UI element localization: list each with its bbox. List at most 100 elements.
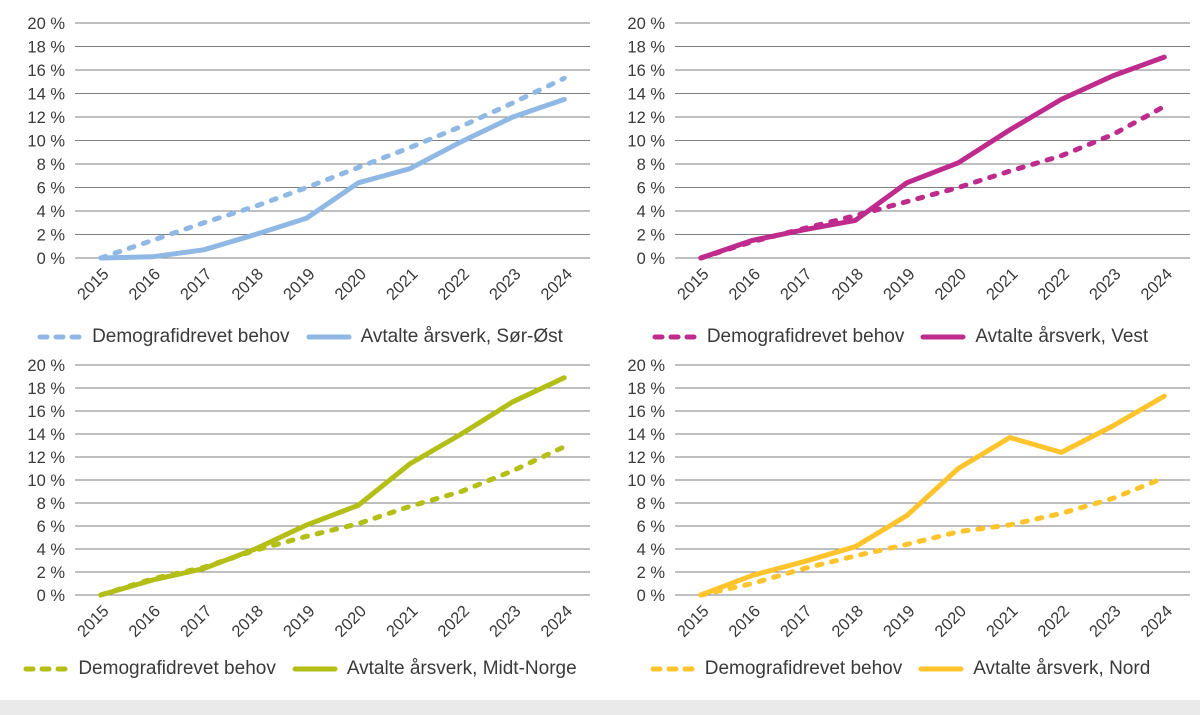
svg-text:14 %: 14 % (27, 86, 65, 104)
svg-text:20 %: 20 % (627, 15, 665, 33)
svg-text:2015: 2015 (74, 602, 113, 641)
svg-text:2019: 2019 (280, 265, 319, 304)
legend-label: Demografidrevet behov (78, 658, 276, 679)
svg-text:16 %: 16 % (27, 403, 65, 421)
svg-text:2020: 2020 (331, 602, 370, 641)
svg-text:0 %: 0 % (37, 250, 66, 268)
svg-text:2021: 2021 (983, 602, 1022, 641)
svg-text:2017: 2017 (777, 602, 816, 641)
legend-label: Avtalte årsverk, Vest (975, 326, 1149, 347)
svg-text:2018: 2018 (828, 265, 867, 304)
svg-text:4 %: 4 % (37, 203, 66, 221)
dashed-line-marker (652, 334, 698, 340)
svg-text:4 %: 4 % (37, 541, 66, 559)
svg-text:2015: 2015 (674, 265, 713, 304)
svg-text:2016: 2016 (725, 265, 764, 304)
svg-text:18 %: 18 % (27, 39, 65, 57)
legend-label: Avtalte årsverk, Midt-Norge (346, 658, 577, 679)
svg-text:2019: 2019 (280, 602, 319, 641)
svg-text:10 %: 10 % (27, 472, 65, 490)
svg-text:2023: 2023 (1086, 265, 1125, 304)
svg-text:2022: 2022 (434, 602, 473, 641)
svg-text:2 %: 2 % (637, 564, 666, 582)
svg-text:20 %: 20 % (27, 15, 65, 33)
svg-text:16 %: 16 % (27, 62, 65, 80)
svg-text:6 %: 6 % (637, 518, 666, 536)
svg-text:14 %: 14 % (627, 426, 665, 444)
svg-text:2019: 2019 (880, 265, 919, 304)
panel-vest: 0 % 2 % 4 % 6 % 8 % 10 % 12 % 14 % 16 % 18 % 20 % 2… (600, 12, 1200, 324)
svg-text:2024: 2024 (1137, 265, 1176, 304)
svg-text:2021: 2021 (383, 602, 422, 641)
legend-row-top: Demografidrevet behov Avtalte årsverk, S… (0, 326, 1200, 348)
svg-text:12 %: 12 % (27, 109, 65, 127)
svg-text:14 %: 14 % (27, 426, 65, 444)
svg-text:2022: 2022 (1034, 602, 1073, 641)
svg-text:8 %: 8 % (637, 156, 666, 174)
chart-nord: 0 % 2 % 4 % 6 % 8 % 10 % 12 % 14 % 16 % 18 % 20 % 2… (627, 357, 1190, 641)
svg-text:2015: 2015 (74, 265, 113, 304)
footer-strip (0, 700, 1200, 715)
solid-line-marker (306, 334, 352, 340)
svg-text:2024: 2024 (1137, 602, 1176, 641)
svg-text:2021: 2021 (983, 265, 1022, 304)
svg-text:2024: 2024 (537, 602, 576, 641)
legend-nord: Demografidrevet behov Avtalte årsverk, N… (600, 658, 1200, 680)
panel-midt-norge: 0 % 2 % 4 % 6 % 8 % 10 % 12 % 14 % 16 % 18 % 20 % 2… (0, 356, 600, 656)
legend-label: Avtalte årsverk, Sør-Øst (360, 326, 563, 347)
svg-text:2022: 2022 (1034, 265, 1073, 304)
svg-text:2018: 2018 (828, 602, 867, 641)
dashed-line-marker (37, 334, 83, 340)
legend-midt-norge: Demografidrevet behov Avtalte årsverk, M… (0, 658, 600, 680)
svg-text:10 %: 10 % (27, 133, 65, 151)
svg-text:2018: 2018 (228, 265, 267, 304)
svg-text:2020: 2020 (331, 265, 370, 304)
svg-text:0 %: 0 % (637, 250, 666, 268)
svg-text:12 %: 12 % (27, 449, 65, 467)
svg-text:6 %: 6 % (37, 518, 66, 536)
legend-vest: Demografidrevet behov Avtalte årsverk, V… (600, 326, 1200, 348)
svg-text:2020: 2020 (931, 602, 970, 641)
legend-item-avtalte: Avtalte årsverk, Vest (920, 326, 1148, 348)
legend-label: Demografidrevet behov (704, 658, 903, 679)
svg-text:18 %: 18 % (27, 380, 65, 398)
svg-text:16 %: 16 % (627, 62, 665, 80)
svg-text:20 %: 20 % (27, 357, 65, 375)
svg-text:2022: 2022 (434, 265, 473, 304)
svg-text:6 %: 6 % (637, 180, 666, 198)
svg-text:2016: 2016 (725, 602, 764, 641)
charts-row-bottom: 0 % 2 % 4 % 6 % 8 % 10 % 12 % 14 % 16 % 18 % 20 % 2… (0, 356, 1200, 656)
legend-item-avtalte: Avtalte årsverk, Sør-Øst (306, 326, 563, 348)
solid-line-marker (292, 666, 338, 672)
svg-text:6 %: 6 % (37, 180, 66, 198)
solid-line-marker (920, 334, 966, 340)
svg-text:2 %: 2 % (37, 564, 66, 582)
dashed-line-marker (650, 666, 696, 672)
svg-text:18 %: 18 % (627, 380, 665, 398)
svg-text:2021: 2021 (383, 265, 422, 304)
panel-sor-ost: 0 % 2 % 4 % 6 % 8 % 10 % 12 % 14 % 16 % 18 % 20 % 2… (0, 12, 600, 324)
svg-text:4 %: 4 % (637, 203, 666, 221)
chart-vest: 0 % 2 % 4 % 6 % 8 % 10 % 12 % 14 % 16 % 18 % 20 % 2… (627, 15, 1190, 304)
svg-text:12 %: 12 % (627, 449, 665, 467)
legend-label: Demografidrevet behov (706, 326, 905, 347)
legend-item-behov: Demografidrevet behov (23, 658, 276, 680)
solid-line-marker (918, 666, 964, 672)
svg-text:16 %: 16 % (627, 403, 665, 421)
legend-item-avtalte: Avtalte årsverk, Nord (918, 658, 1150, 680)
svg-text:14 %: 14 % (627, 86, 665, 104)
svg-text:2016: 2016 (125, 602, 164, 641)
svg-text:20 %: 20 % (627, 357, 665, 375)
svg-text:2019: 2019 (880, 602, 919, 641)
svg-text:0 %: 0 % (637, 587, 666, 605)
svg-text:2 %: 2 % (637, 227, 666, 245)
legend-item-behov: Demografidrevet behov (37, 326, 290, 348)
svg-text:2017: 2017 (777, 265, 816, 304)
svg-text:0 %: 0 % (37, 587, 66, 605)
svg-text:2016: 2016 (125, 265, 164, 304)
svg-text:2023: 2023 (486, 602, 525, 641)
legend-sor-ost: Demografidrevet behov Avtalte årsverk, S… (0, 326, 600, 348)
svg-text:8 %: 8 % (637, 495, 666, 513)
svg-text:8 %: 8 % (37, 156, 66, 174)
